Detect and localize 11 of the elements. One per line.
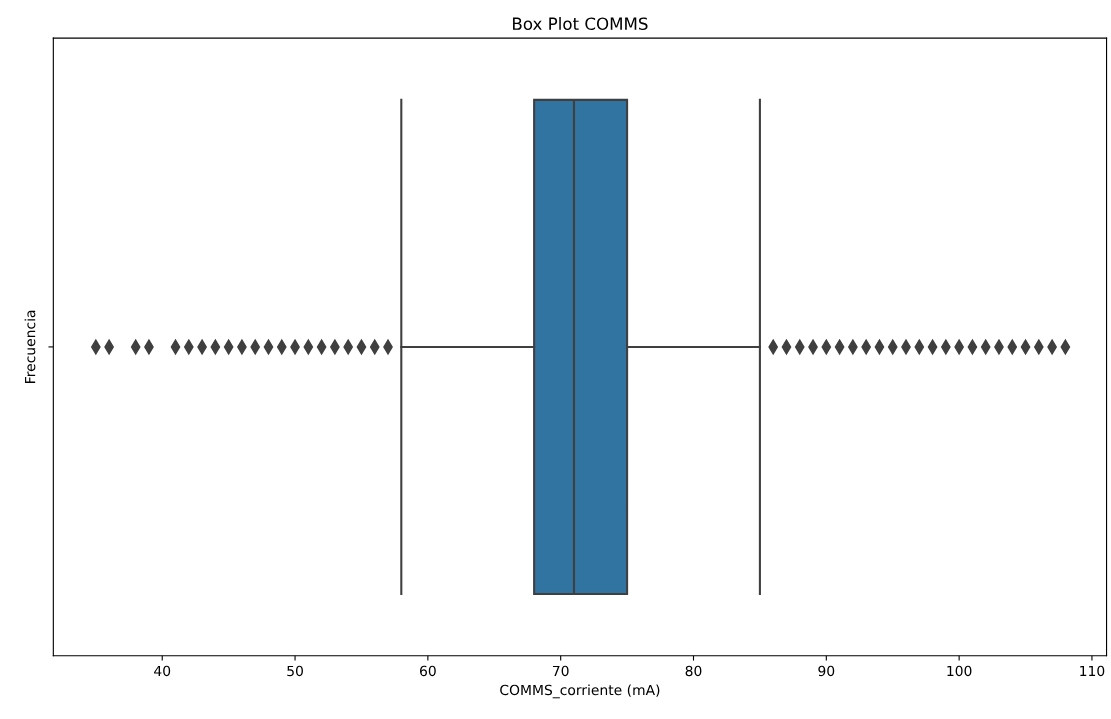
x-tick-label: 90 [818,665,835,677]
x-tick-label: 50 [287,665,303,677]
x-axis-title: COMMS_corriente (mA) [500,684,660,699]
x-tick-label: 100 [947,665,972,677]
x-tick-label: 80 [685,665,702,677]
chart-title: Box Plot COMMS [513,17,648,31]
x-tick-label: 110 [1080,665,1105,677]
y-axis-title: Frecuencia [24,310,36,383]
x-tick-label: 60 [420,665,436,677]
x-tick-label: 40 [154,665,171,677]
x-tick-label: 70 [552,665,569,677]
